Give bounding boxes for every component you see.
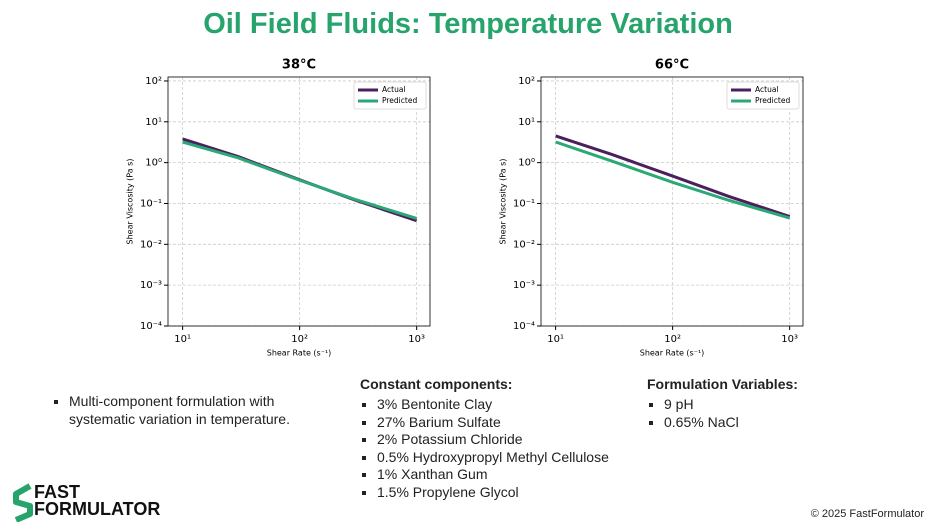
x-tick-label: 10² — [664, 334, 681, 345]
logo-icon — [13, 483, 33, 522]
legend-label: Predicted — [382, 96, 417, 105]
footer: © 2025 FastFormulator — [810, 508, 924, 520]
y-axis-label: Shear Viscosity (Pa s) — [126, 159, 135, 245]
logo-text: FAST — [34, 482, 81, 502]
section-heading: Formulation Variables: — [647, 376, 798, 392]
y-tick-label: 10¹ — [145, 117, 162, 128]
series-line — [555, 140, 791, 220]
y-tick-label: 10⁻² — [140, 239, 162, 250]
series-line — [182, 140, 418, 220]
y-tick-label: 10⁻⁴ — [513, 321, 535, 332]
list-item: 1.5% Propylene Glycol — [360, 484, 609, 502]
x-axis-label: Shear Rate (s⁻¹) — [640, 349, 705, 358]
list-item: 2% Potassium Chloride — [360, 431, 609, 449]
y-tick-label: 10⁰ — [518, 158, 535, 169]
section-heading: Constant components: — [360, 376, 513, 392]
bullet: Multi-component formulation with systema… — [52, 393, 312, 428]
y-tick-label: 10⁻⁴ — [140, 321, 162, 332]
y-tick-label: 10⁻¹ — [140, 198, 162, 209]
slide-title: Oil Field Fluids: Temperature Variation — [203, 8, 733, 40]
y-tick-label: 10⁰ — [145, 158, 162, 169]
bullet-list: Multi-component formulation with systema… — [52, 393, 312, 428]
x-tick-label: 10² — [291, 334, 308, 345]
y-tick-label: 10¹ — [518, 117, 535, 128]
list-item: 3% Bentonite Clay — [360, 396, 609, 414]
y-tick-label: 10² — [145, 76, 162, 87]
series-line — [555, 134, 791, 218]
chart-title: 38°C — [282, 58, 316, 73]
x-axis-label: Shear Rate (s⁻¹) — [267, 349, 332, 358]
y-tick-label: 10² — [518, 76, 535, 87]
constant-section: Constant components: 3% Bentonite Clay 27… — [360, 376, 609, 502]
logo-text: FORMULATOR — [34, 499, 161, 519]
item-list: 9 pH 0.65% NaCl — [647, 396, 798, 431]
list-item: 0.5% Hydroxypropyl Methyl Cellulose — [360, 449, 609, 467]
list-item: 27% Barium Sulfate — [360, 414, 609, 432]
item-list: 3% Bentonite Clay 27% Barium Sulfate 2% Po… — [360, 396, 609, 502]
list-item: 9 pH — [647, 396, 798, 414]
logo: FAST FORMULATOR — [34, 482, 161, 519]
y-axis-label: Shear Viscosity (Pa s) — [499, 159, 508, 245]
plot-frame — [167, 76, 431, 327]
y-tick-label: 10⁻³ — [513, 280, 535, 291]
x-tick-label: 10¹ — [174, 334, 191, 345]
list-item: 0.65% NaCl — [647, 414, 798, 432]
x-tick-label: 10³ — [781, 334, 798, 345]
variables-section: Formulation Variables: 9 pH 0.65% NaCl — [647, 376, 798, 431]
plot-frame — [540, 76, 804, 327]
legend-label: Actual — [382, 85, 406, 94]
chart-title: 66°C — [655, 58, 689, 73]
x-tick-label: 10¹ — [547, 334, 564, 345]
y-tick-label: 10⁻¹ — [513, 198, 535, 209]
x-tick-label: 10³ — [408, 334, 425, 345]
list-item: 1% Xanthan Gum — [360, 466, 609, 484]
legend-label: Actual — [755, 85, 779, 94]
y-tick-label: 10⁻³ — [140, 280, 162, 291]
legend-label: Predicted — [755, 96, 790, 105]
y-tick-label: 10⁻² — [513, 239, 535, 250]
